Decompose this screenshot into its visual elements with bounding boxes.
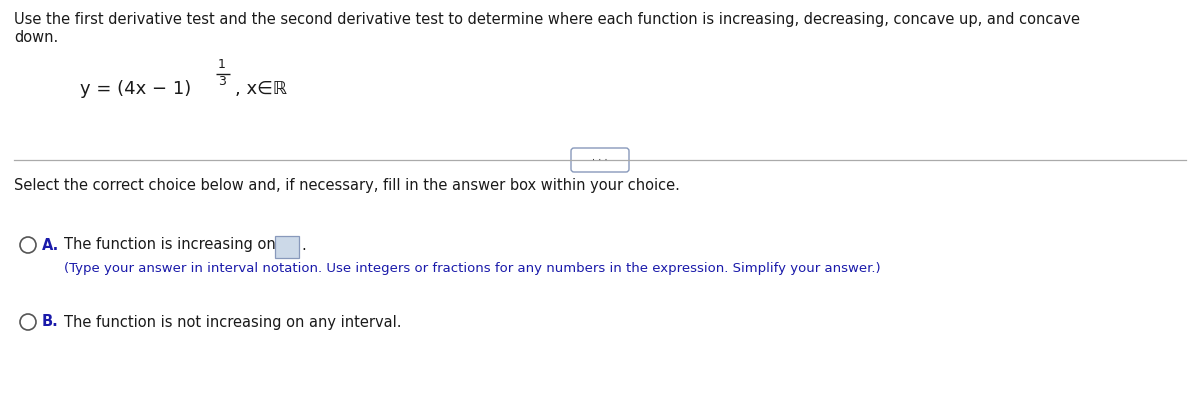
- Text: 1: 1: [218, 58, 226, 71]
- Text: A.: A.: [42, 237, 59, 252]
- Text: The function is not increasing on any interval.: The function is not increasing on any in…: [64, 314, 402, 330]
- Text: Select the correct choice below and, if necessary, fill in the answer box within: Select the correct choice below and, if …: [14, 178, 680, 193]
- Text: The function is increasing on: The function is increasing on: [64, 237, 276, 252]
- Text: .: .: [301, 237, 306, 252]
- Text: y = (4x − 1): y = (4x − 1): [80, 80, 191, 98]
- Text: , x∈ℝ: , x∈ℝ: [235, 80, 287, 98]
- Text: ⋅ ⋅ ⋅: ⋅ ⋅ ⋅: [592, 155, 608, 165]
- Text: Use the first derivative test and the second derivative test to determine where : Use the first derivative test and the se…: [14, 12, 1080, 27]
- Text: (Type your answer in interval notation. Use integers or fractions for any number: (Type your answer in interval notation. …: [64, 262, 881, 275]
- Text: 3: 3: [218, 75, 226, 88]
- FancyBboxPatch shape: [571, 148, 629, 172]
- Text: B.: B.: [42, 314, 59, 330]
- FancyBboxPatch shape: [275, 236, 299, 258]
- Text: down.: down.: [14, 30, 59, 45]
